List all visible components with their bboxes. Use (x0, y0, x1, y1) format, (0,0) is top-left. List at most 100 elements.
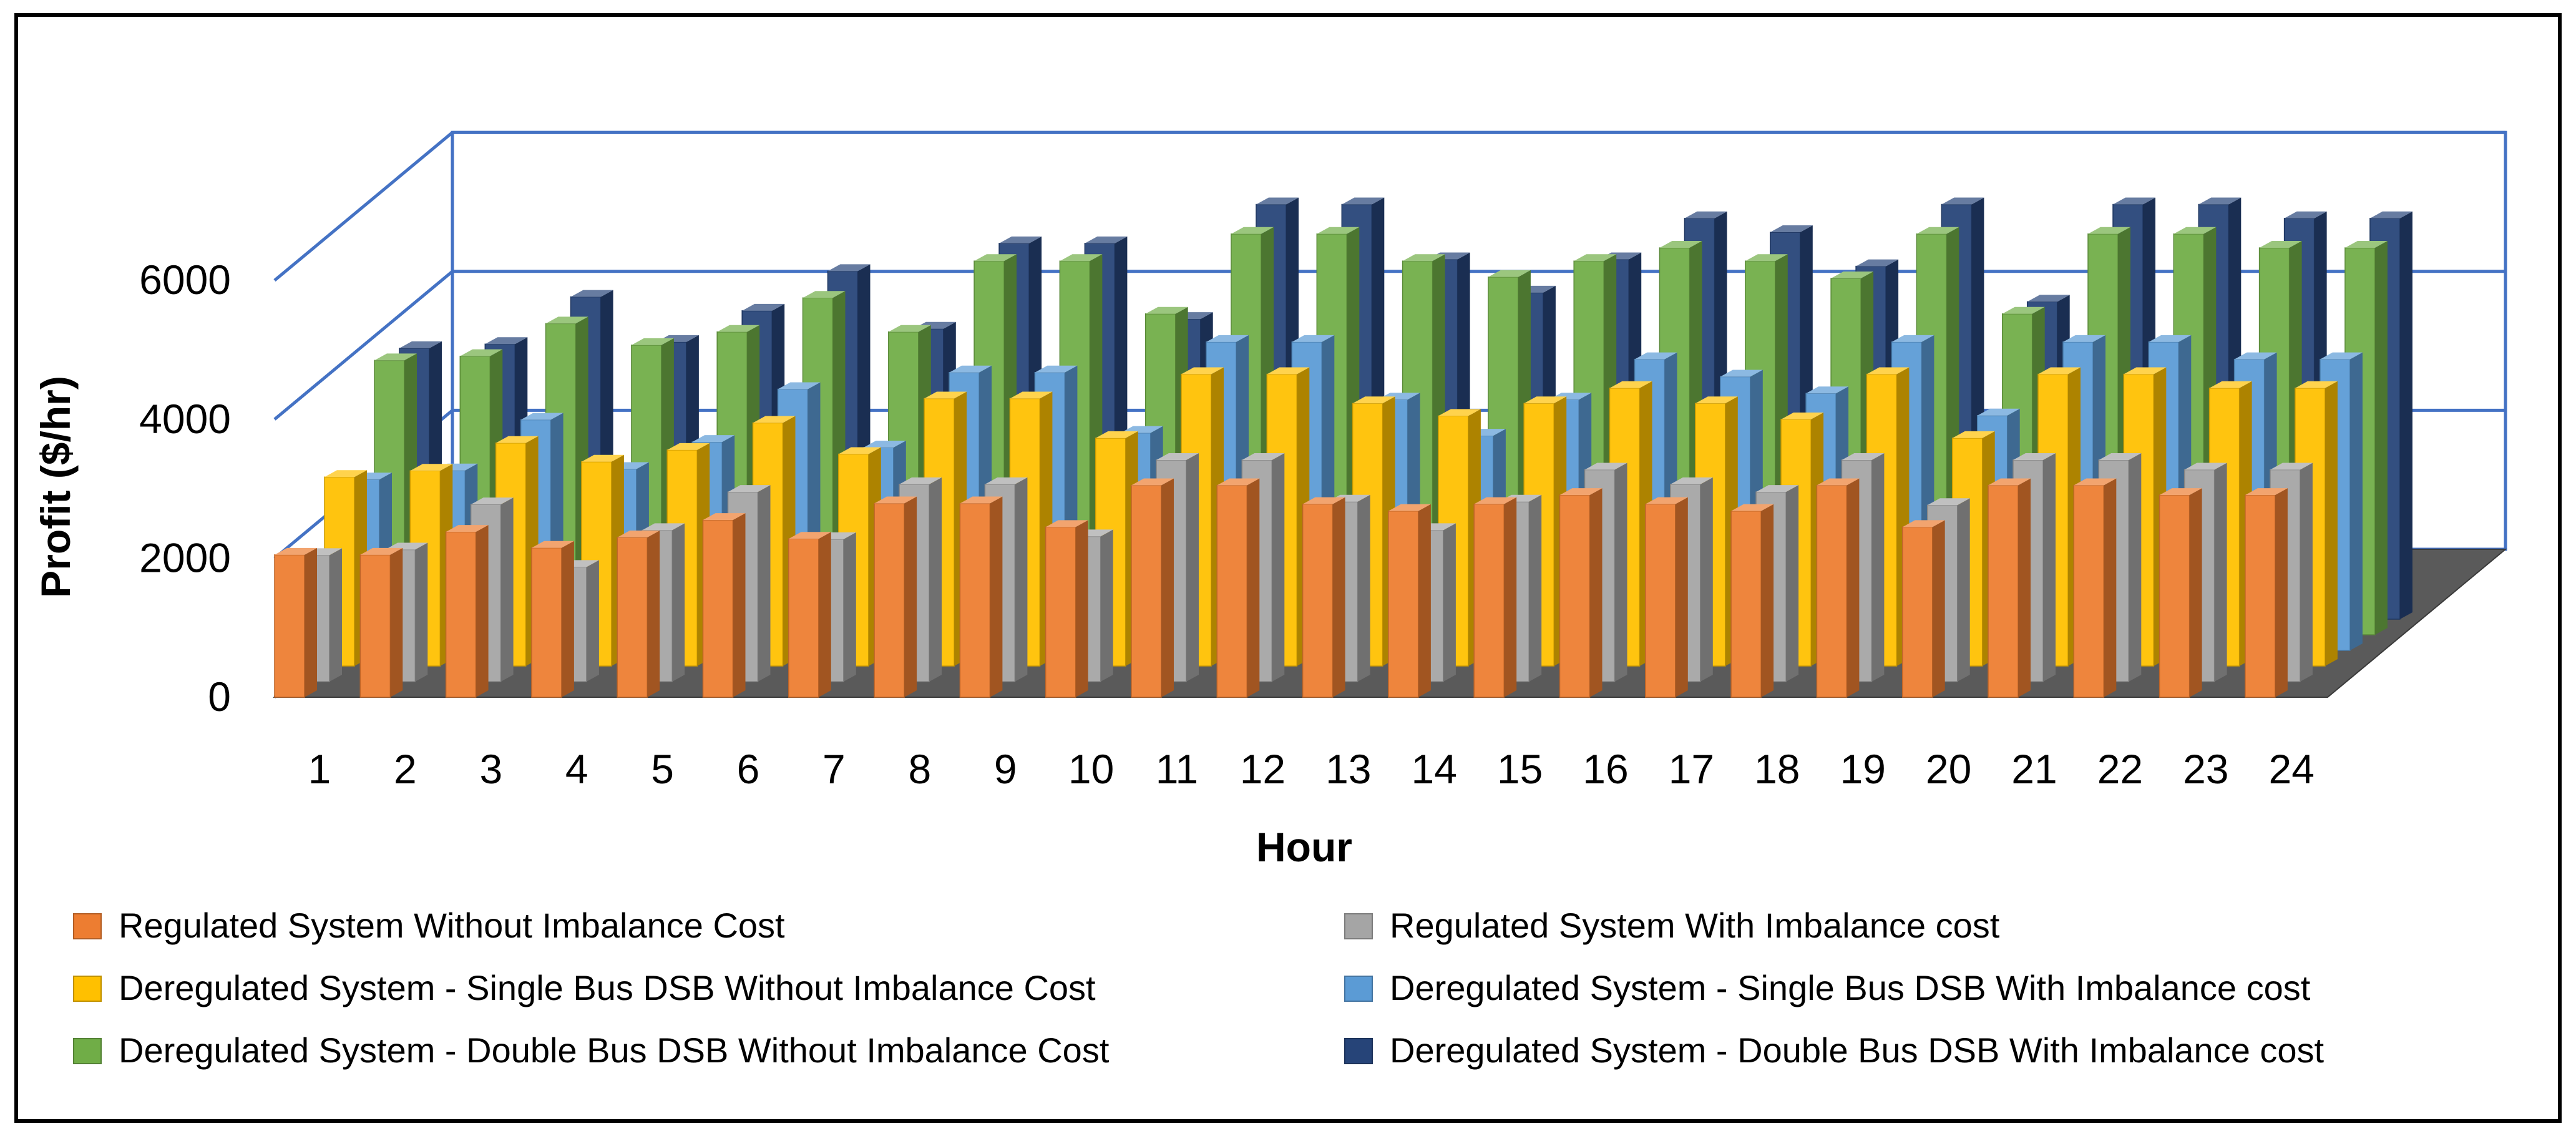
bar-top (1035, 365, 1078, 373)
bar-side (1075, 520, 1088, 697)
bar (874, 496, 917, 698)
legend-swatch (1344, 1038, 1373, 1064)
bar-top (1488, 270, 1531, 277)
bar (1302, 497, 1345, 698)
bar-top (2295, 381, 2338, 388)
bar-top (2209, 381, 2252, 388)
bar (1388, 504, 1431, 698)
bar-top (1731, 504, 1774, 511)
bar-front (1901, 526, 1933, 698)
bar-top (570, 290, 613, 297)
bar-top (1060, 254, 1103, 262)
bar-front (788, 538, 819, 698)
bar-top (2320, 352, 2363, 360)
bar-top (2259, 241, 2302, 248)
chart-legend: Regulated System Without Imbalance Cost R… (73, 906, 2325, 1070)
bar (2245, 488, 2288, 698)
bar-side (1443, 523, 1456, 682)
x-tick-label: 19 (1840, 746, 1885, 792)
bar (1901, 520, 1945, 698)
bar-top (2088, 227, 2130, 234)
x-tick-label: 1 (308, 746, 331, 792)
legend-label: Regulated System Without Imbalance Cost (119, 906, 785, 945)
bar-side (843, 532, 856, 682)
bar-top (324, 470, 367, 477)
bar-front (959, 502, 991, 698)
bar-top (2002, 306, 2045, 314)
bar-top (899, 477, 942, 484)
bar (531, 541, 574, 698)
bar-top (1806, 386, 1849, 394)
bar-side (1957, 498, 1970, 682)
bar-top (1720, 370, 1763, 377)
bar-top (1085, 236, 1128, 243)
bar-top (1756, 485, 1799, 492)
bar-front (274, 554, 305, 698)
bar-top (1927, 498, 1970, 506)
bar-top (360, 547, 403, 555)
bar-front (702, 519, 734, 698)
legend-item: Deregulated System - Double Bus DSB With… (1344, 1031, 2325, 1070)
bar (1730, 504, 1774, 698)
x-tick-label: 11 (1156, 746, 1199, 792)
x-tick-label: 10 (1068, 746, 1114, 792)
bar-front (1388, 510, 1419, 698)
bar-side (2189, 488, 2202, 697)
bar-side (561, 541, 574, 697)
x-tick-label: 16 (1583, 746, 1628, 792)
bar-side (1332, 497, 1345, 697)
bar-side (305, 547, 317, 697)
bar-front (1988, 484, 2019, 698)
bar-top (788, 532, 831, 539)
bar-side (1871, 453, 1885, 682)
bar-top (1866, 367, 1910, 375)
bar-side (2325, 381, 2338, 666)
x-tick-label: 9 (994, 746, 1017, 792)
bar-top (1659, 241, 1702, 248)
bar-side (415, 542, 428, 682)
bar-side (904, 496, 917, 697)
x-tick-label: 22 (2097, 746, 2143, 792)
bar-side (2043, 453, 2056, 682)
bar-top (1670, 477, 1713, 484)
legend-label: Deregulated System - Single Bus DSB With… (1390, 968, 2311, 1007)
bar-top (827, 264, 871, 272)
bar-front (2073, 484, 2105, 698)
bar-top (410, 464, 453, 471)
bar-top (2344, 241, 2388, 248)
bar-top (495, 436, 539, 443)
y-tick-label: 4000 (139, 396, 231, 442)
bar-top (2027, 295, 2070, 302)
bar-side (2018, 478, 2031, 697)
bar-top (1952, 431, 1995, 438)
bar-top (960, 496, 1003, 504)
bar-side (1529, 494, 1542, 682)
bar-top (1302, 497, 1345, 504)
bar-top (1524, 396, 1567, 404)
legend-swatch (73, 1038, 102, 1064)
bar-top (1781, 412, 1824, 419)
bar (274, 547, 317, 698)
bar-top (1856, 259, 1899, 267)
bar-side (2214, 463, 2227, 682)
bar-top (1206, 335, 1249, 342)
bar-top (460, 349, 503, 356)
bar-top (1634, 352, 1677, 360)
bar-top (1684, 211, 1727, 218)
bar (1216, 478, 1260, 698)
bar-side (2104, 478, 2117, 697)
bar-top (2284, 211, 2327, 218)
bar-top (2099, 453, 2142, 460)
bar-top (581, 454, 624, 462)
bar (1473, 497, 1517, 698)
bar-side (1186, 453, 1199, 682)
bar-top (1242, 453, 1285, 460)
bar-top (1941, 197, 1984, 205)
bar-side (1589, 488, 1603, 697)
bar-top (874, 496, 917, 504)
bar-side (390, 547, 403, 697)
y-tick-label: 2000 (139, 534, 231, 580)
legend-swatch (1344, 976, 1373, 1002)
bar-side (2374, 241, 2388, 635)
legend-label: Deregulated System - Single Bus DSB With… (119, 968, 1096, 1007)
